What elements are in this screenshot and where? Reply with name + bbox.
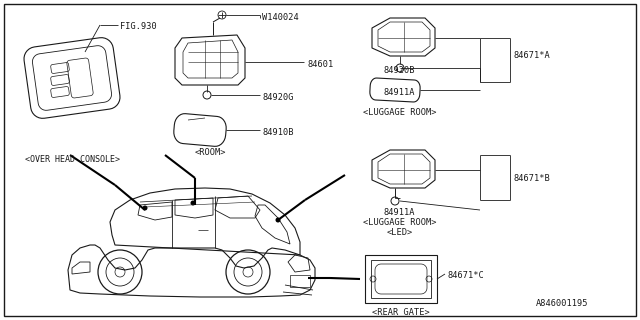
Text: 84920B: 84920B [383,66,415,75]
Text: 84671*B: 84671*B [513,173,550,182]
Text: 84920G: 84920G [262,93,294,102]
Text: 84671*A: 84671*A [513,51,550,60]
Text: <LUGGAGE ROOM>: <LUGGAGE ROOM> [364,108,436,117]
Circle shape [191,201,195,205]
Bar [371,260,431,298]
Text: 84911A: 84911A [383,88,415,97]
Text: W140024: W140024 [262,13,299,22]
Circle shape [275,218,280,222]
Circle shape [143,205,147,211]
Text: <ROOM>: <ROOM> [195,148,226,157]
Bar [290,275,310,287]
Text: FIG.930: FIG.930 [120,22,157,31]
Bar [365,255,437,303]
Text: 84671*C: 84671*C [447,271,484,280]
Text: A846001195: A846001195 [536,299,588,308]
Text: 84911A: 84911A [383,208,415,217]
Text: <REAR GATE>: <REAR GATE> [372,308,430,317]
Text: <LUGGAGE ROOM>: <LUGGAGE ROOM> [364,218,436,227]
Text: <LED>: <LED> [387,228,413,237]
Text: <OVER HEAD CONSOLE>: <OVER HEAD CONSOLE> [24,155,120,164]
Text: 84910B: 84910B [262,128,294,137]
Text: 84601: 84601 [307,60,333,69]
